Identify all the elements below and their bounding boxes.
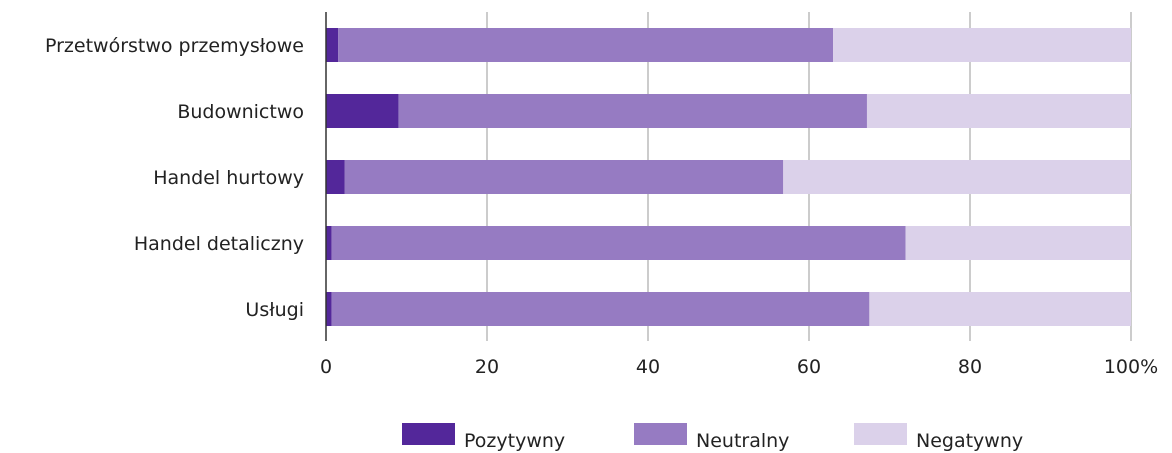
bar-segment bbox=[326, 94, 399, 128]
bar-segment bbox=[326, 28, 339, 62]
category-label: Przetwórstwo przemysłowe bbox=[45, 35, 304, 57]
x-tick-label: 40 bbox=[636, 356, 660, 378]
legend-label: Negatywny bbox=[916, 430, 1023, 452]
bar-segment bbox=[866, 94, 1131, 128]
bar-segment bbox=[783, 160, 1131, 194]
bar-segment bbox=[331, 226, 906, 260]
category-label: Usługi bbox=[245, 299, 304, 321]
legend-swatch bbox=[402, 423, 455, 445]
bar-segment bbox=[833, 28, 1131, 62]
bars bbox=[326, 28, 1131, 326]
bar-segment bbox=[326, 292, 332, 326]
bar-segment bbox=[869, 292, 1131, 326]
legend-swatch bbox=[854, 423, 907, 445]
x-tick-label: 80 bbox=[958, 356, 982, 378]
category-label: Budownictwo bbox=[177, 101, 304, 123]
x-tick-label: 100% bbox=[1104, 356, 1158, 378]
bar-segment bbox=[398, 94, 867, 128]
legend-swatch bbox=[634, 423, 687, 445]
category-labels: Przetwórstwo przemysłowe Budownictwo Hande… bbox=[45, 35, 304, 321]
x-tick-label: 20 bbox=[475, 356, 499, 378]
x-tick-label: 60 bbox=[797, 356, 821, 378]
bar-segment bbox=[338, 28, 834, 62]
legend-label: Neutralny bbox=[696, 430, 789, 452]
bar-segment bbox=[344, 160, 784, 194]
legend: Pozytywny Neutralny Negatywny bbox=[402, 423, 1023, 452]
category-label: Handel detaliczny bbox=[134, 233, 304, 255]
bar-segment bbox=[326, 160, 345, 194]
legend-label: Pozytywny bbox=[464, 430, 565, 452]
bar-segment bbox=[331, 292, 870, 326]
x-tick-label: 0 bbox=[320, 356, 332, 378]
category-label: Handel hurtowy bbox=[153, 167, 304, 189]
bar-segment bbox=[905, 226, 1131, 260]
bar-segment bbox=[326, 226, 332, 260]
tick-labels: 0 20 40 60 80 100% bbox=[320, 356, 1158, 378]
